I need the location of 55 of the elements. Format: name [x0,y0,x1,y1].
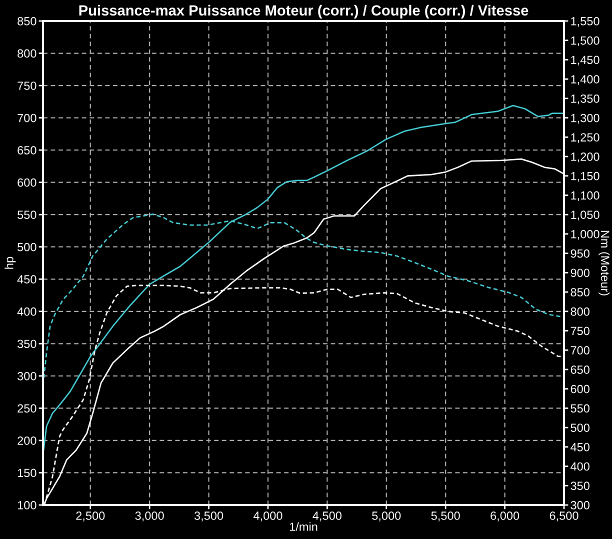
y2-tick-label: 1,050 [571,210,600,220]
y-tick-label: 100 [18,501,36,510]
x-tick-label: 5,500 [431,512,460,522]
y2-tick-label: 1,200 [571,152,600,162]
y2-tick-label: 1,500 [571,36,600,46]
y2-tick-label: 750 [570,326,590,336]
y2-tick-label: 1,100 [571,191,600,202]
y2-axis-title: Nm (Moteur) [598,230,610,296]
y2-tick-label: 850 [570,288,590,296]
y2-tick-label: 1,150 [571,172,600,182]
y2-tick-label: 1,450 [571,56,600,66]
y-tick-label: 450 [17,275,36,284]
x-tick-label: 6,000 [490,512,520,522]
y2-tick-label: 550 [570,404,590,413]
y2-tick-label: 1,400 [571,75,600,85]
y-tick-label: 800 [18,49,36,58]
y2-tick-label: 800 [570,307,590,316]
y-tick-label: 600 [18,178,36,187]
chart-title: Puissance-max Puissance Moteur (corr.) / Couple (corr.) / Vitesse [79,4,528,18]
y-tick-label: 150 [18,468,36,478]
y2-tick-label: 450 [570,442,590,452]
y-tick-label: 350 [18,340,36,348]
y-tick-label: 550 [18,210,36,219]
y2-tick-label: 1,000 [571,230,600,240]
y2-tick-label: 350 [570,482,590,490]
y2-tick-label: 1,250 [571,133,600,143]
y-tick-label: 500 [18,242,36,252]
y-tick-label: 850 [18,17,36,26]
x-tick-label: 6,500 [550,512,578,522]
x-axis-title: 1/min [290,522,318,531]
y2-tick-label: 300 [570,501,590,510]
y2-tick-label: 600 [570,384,590,394]
y-tick-label: 700 [18,114,36,122]
y-tick-label: 250 [18,404,36,413]
x-tick-label: 5,000 [372,512,401,522]
y2-tick-label: 1,550 [571,17,600,27]
y2-tick-label: 400 [570,462,590,471]
x-tick-label: 2,500 [76,512,105,522]
y2-tick-label: 950 [570,249,590,258]
x-tick-label: 3,000 [135,512,164,522]
y-tick-label: 650 [18,146,36,154]
y2-tick-label: 500 [570,424,590,432]
y2-tick-label: 900 [570,268,590,278]
x-tick-label: 4,000 [253,512,282,522]
y2-tick-label: 650 [570,366,590,374]
x-tick-label: 3,500 [194,512,224,522]
y-tick-label: 300 [18,372,36,380]
y-tick-label: 750 [18,82,36,90]
y2-tick-label: 1,350 [571,94,600,104]
y2-tick-label: 700 [570,346,590,355]
y-tick-label: 400 [17,307,36,316]
x-tick-label: 4,500 [312,512,342,522]
y2-tick-label: 1,300 [571,114,600,124]
y-axis-title: hp [4,256,16,269]
y-tick-label: 200 [18,436,36,445]
